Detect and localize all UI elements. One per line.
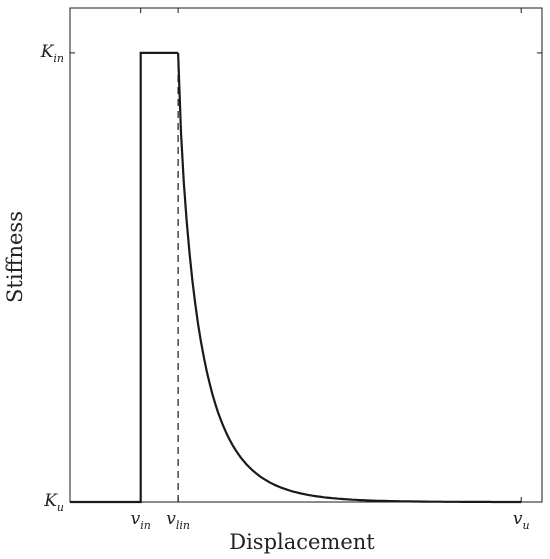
x-tick-label-lin: vlin [166,509,190,532]
series-group [70,51,522,504]
y-axis-label: Stiffness [3,211,27,303]
x-tick-labels: vin vlin vu [131,509,530,532]
decay-curve [177,52,522,504]
series-line-1 [70,51,179,504]
x-tick-label-in: vin [131,509,151,532]
y-tick-label-u: Ku [43,491,64,514]
y-tick-label-in: Kin [40,42,64,65]
plot-frame [69,7,543,503]
y-tick-labels: Kin Ku [40,42,64,514]
x-axis-label: Displacement [229,530,375,554]
x-tick-label-u: vu [513,509,530,532]
